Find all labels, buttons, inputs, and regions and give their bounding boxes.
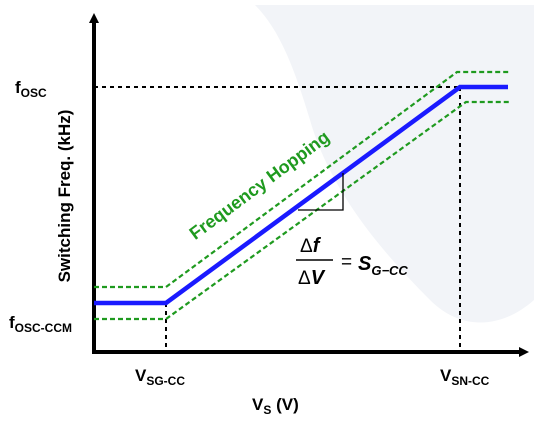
vsg-cc-tick-label: VSG-CC [135, 366, 185, 388]
frequency-hopping-label: Frequency Hopping [186, 127, 334, 244]
slope-equation: Δf ΔV = SG−CC [296, 235, 408, 289]
hopping-band-upper [94, 70, 510, 289]
equation-numerator: Δf [300, 235, 322, 257]
slope-triangle [298, 173, 344, 211]
equation-denominator: ΔV [298, 267, 326, 289]
equation-rhs: SG−CC [358, 253, 408, 278]
background-shape [255, 5, 534, 323]
fosc-ccm-tick-label: fOSC-CCM [9, 313, 72, 335]
switching-frequency-curve [94, 84, 508, 306]
equation-equals: = [341, 252, 352, 273]
vsn-cc-tick-label: VSN-CC [440, 366, 490, 388]
x-axis-label: VS (V) [252, 395, 299, 417]
fosc-tick-label: fOSC [15, 78, 47, 100]
y-axis-label: Switching Freq. (kHz) [55, 110, 74, 283]
